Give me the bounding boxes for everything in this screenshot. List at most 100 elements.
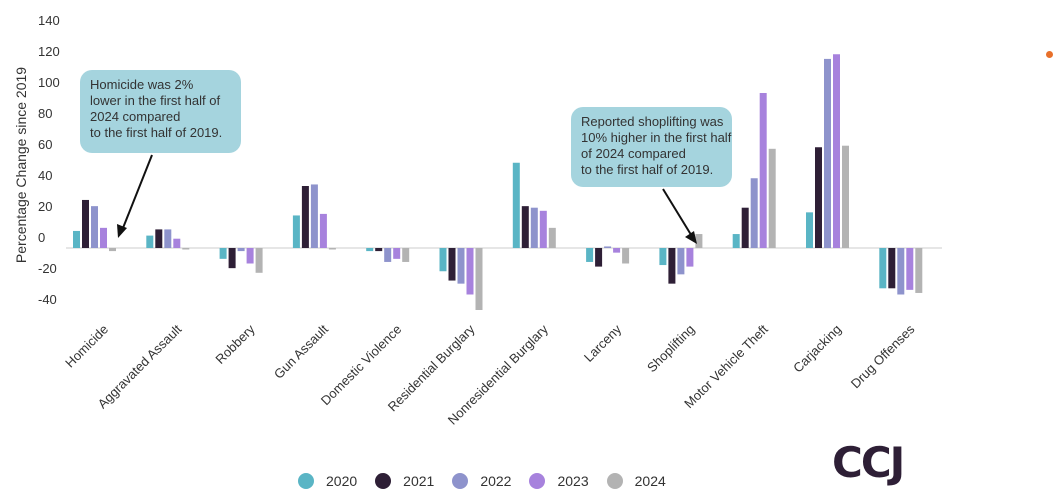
bar-2021 <box>82 199 89 248</box>
bar-2020 <box>219 248 227 259</box>
bar-2022 <box>310 184 318 248</box>
ccj-logo: CCJ <box>832 438 905 487</box>
bar-2022 <box>530 207 538 248</box>
bar-2022 <box>384 248 392 262</box>
bar-2023 <box>319 213 327 248</box>
bar-2023 <box>539 210 547 248</box>
callout-line: to the first half of 2019. <box>90 125 223 140</box>
bar-2023 <box>906 248 914 290</box>
bar-2020 <box>73 230 80 248</box>
bar-2023 <box>759 93 767 248</box>
bar-2023 <box>173 238 181 248</box>
callout-line: lower in the first half of <box>90 93 221 108</box>
legend-swatch <box>375 473 392 489</box>
bars <box>73 54 923 310</box>
bar-2021 <box>888 248 896 289</box>
legend-swatch <box>452 473 469 489</box>
y-tick-label: 80 <box>38 106 52 121</box>
bar-2022 <box>164 229 172 248</box>
bar-2022 <box>824 58 831 249</box>
bar-2024 <box>768 148 776 248</box>
category-label: Robbery <box>212 321 258 367</box>
legend-label: 2020 <box>326 473 358 489</box>
bar-2022 <box>897 248 905 295</box>
bar-2021 <box>228 248 236 269</box>
callout-line: 2024 compared <box>90 109 181 124</box>
bar-2024 <box>255 248 263 273</box>
bar-2021 <box>741 207 749 248</box>
callout-line: Reported shoplifting was <box>581 114 724 129</box>
bar-2020 <box>586 248 594 262</box>
bar-2020 <box>879 248 887 289</box>
shoplifting-arrow <box>662 188 694 239</box>
category-label: Shoplifting <box>644 322 698 376</box>
homicide-arrowhead <box>117 224 127 238</box>
legend-swatch <box>529 473 546 489</box>
callout-line: to the first half of 2019. <box>581 162 714 177</box>
y-axis: 140 120 100 80 60 40 20 0 -20 -40 <box>38 13 60 307</box>
bar-2021 <box>815 147 822 248</box>
annotation-arrows <box>117 154 697 244</box>
bar-2021 <box>375 248 383 252</box>
homicide-arrow <box>120 154 153 234</box>
callout-line: 10% higher in the first half <box>581 130 732 145</box>
y-tick-label: -20 <box>38 261 57 276</box>
y-tick-label: 60 <box>38 137 52 152</box>
callout-line: Homicide was 2% <box>90 77 194 92</box>
bar-2020 <box>366 248 374 252</box>
y-tick-label: 120 <box>38 44 60 59</box>
chart-legend: 2020 2021 2022 2023 2024 <box>298 470 684 492</box>
y-tick-label: 40 <box>38 168 52 183</box>
category-label: Homicide <box>62 322 111 371</box>
bar-2024 <box>328 248 336 250</box>
bar-2021 <box>668 248 676 284</box>
bar-2022 <box>457 248 465 284</box>
category-label: Carjacking <box>790 322 844 376</box>
bar-2024 <box>548 227 556 248</box>
bar-2022 <box>604 246 612 248</box>
legend-label: 2024 <box>634 473 666 489</box>
legend-item-2022: 2022 <box>452 473 511 489</box>
bar-2023 <box>686 248 694 267</box>
legend-swatch <box>298 473 314 489</box>
bar-2021 <box>595 248 603 267</box>
category-label: Larceny <box>581 321 625 365</box>
bar-2020 <box>146 235 154 248</box>
legend-item-2021: 2021 <box>375 473 434 489</box>
bar-2023 <box>100 227 107 248</box>
legend-label: 2022 <box>480 473 512 489</box>
y-tick-label: 20 <box>38 199 52 214</box>
bar-2022 <box>237 248 245 252</box>
bar-2023 <box>246 248 254 264</box>
decorative-dot <box>1046 51 1053 58</box>
y-tick-label: 100 <box>38 75 60 90</box>
bar-2020 <box>439 248 447 272</box>
bar-2024 <box>842 145 849 248</box>
shoplifting-callout: Reported shoplifting was 10% higher in t… <box>571 107 732 187</box>
callout-line: of 2024 compared <box>581 146 686 161</box>
category-label: Drug Offenses <box>848 321 918 391</box>
bar-2020 <box>659 248 667 266</box>
bar-2021 <box>448 248 456 281</box>
y-tick-label: 0 <box>38 230 45 245</box>
bar-2022 <box>750 178 758 248</box>
legend-item-2023: 2023 <box>529 473 589 489</box>
y-axis-label: Percentage Change since 2019 <box>13 67 29 263</box>
bar-2022 <box>91 206 98 248</box>
category-label: Domestic Violence <box>318 322 405 409</box>
y-tick-label: 140 <box>38 13 60 28</box>
legend-label: 2023 <box>557 473 589 489</box>
bar-2020 <box>732 234 740 248</box>
bar-2023 <box>393 248 401 259</box>
bar-2021 <box>155 229 163 248</box>
legend-label: 2021 <box>403 473 435 489</box>
bar-2023 <box>833 54 840 248</box>
legend-item-2020: 2020 <box>298 473 357 489</box>
y-tick-label: -40 <box>38 292 57 307</box>
bar-2024 <box>475 248 483 310</box>
bar-2020 <box>512 162 520 248</box>
bar-2024 <box>622 248 630 264</box>
bar-2022 <box>677 248 685 275</box>
